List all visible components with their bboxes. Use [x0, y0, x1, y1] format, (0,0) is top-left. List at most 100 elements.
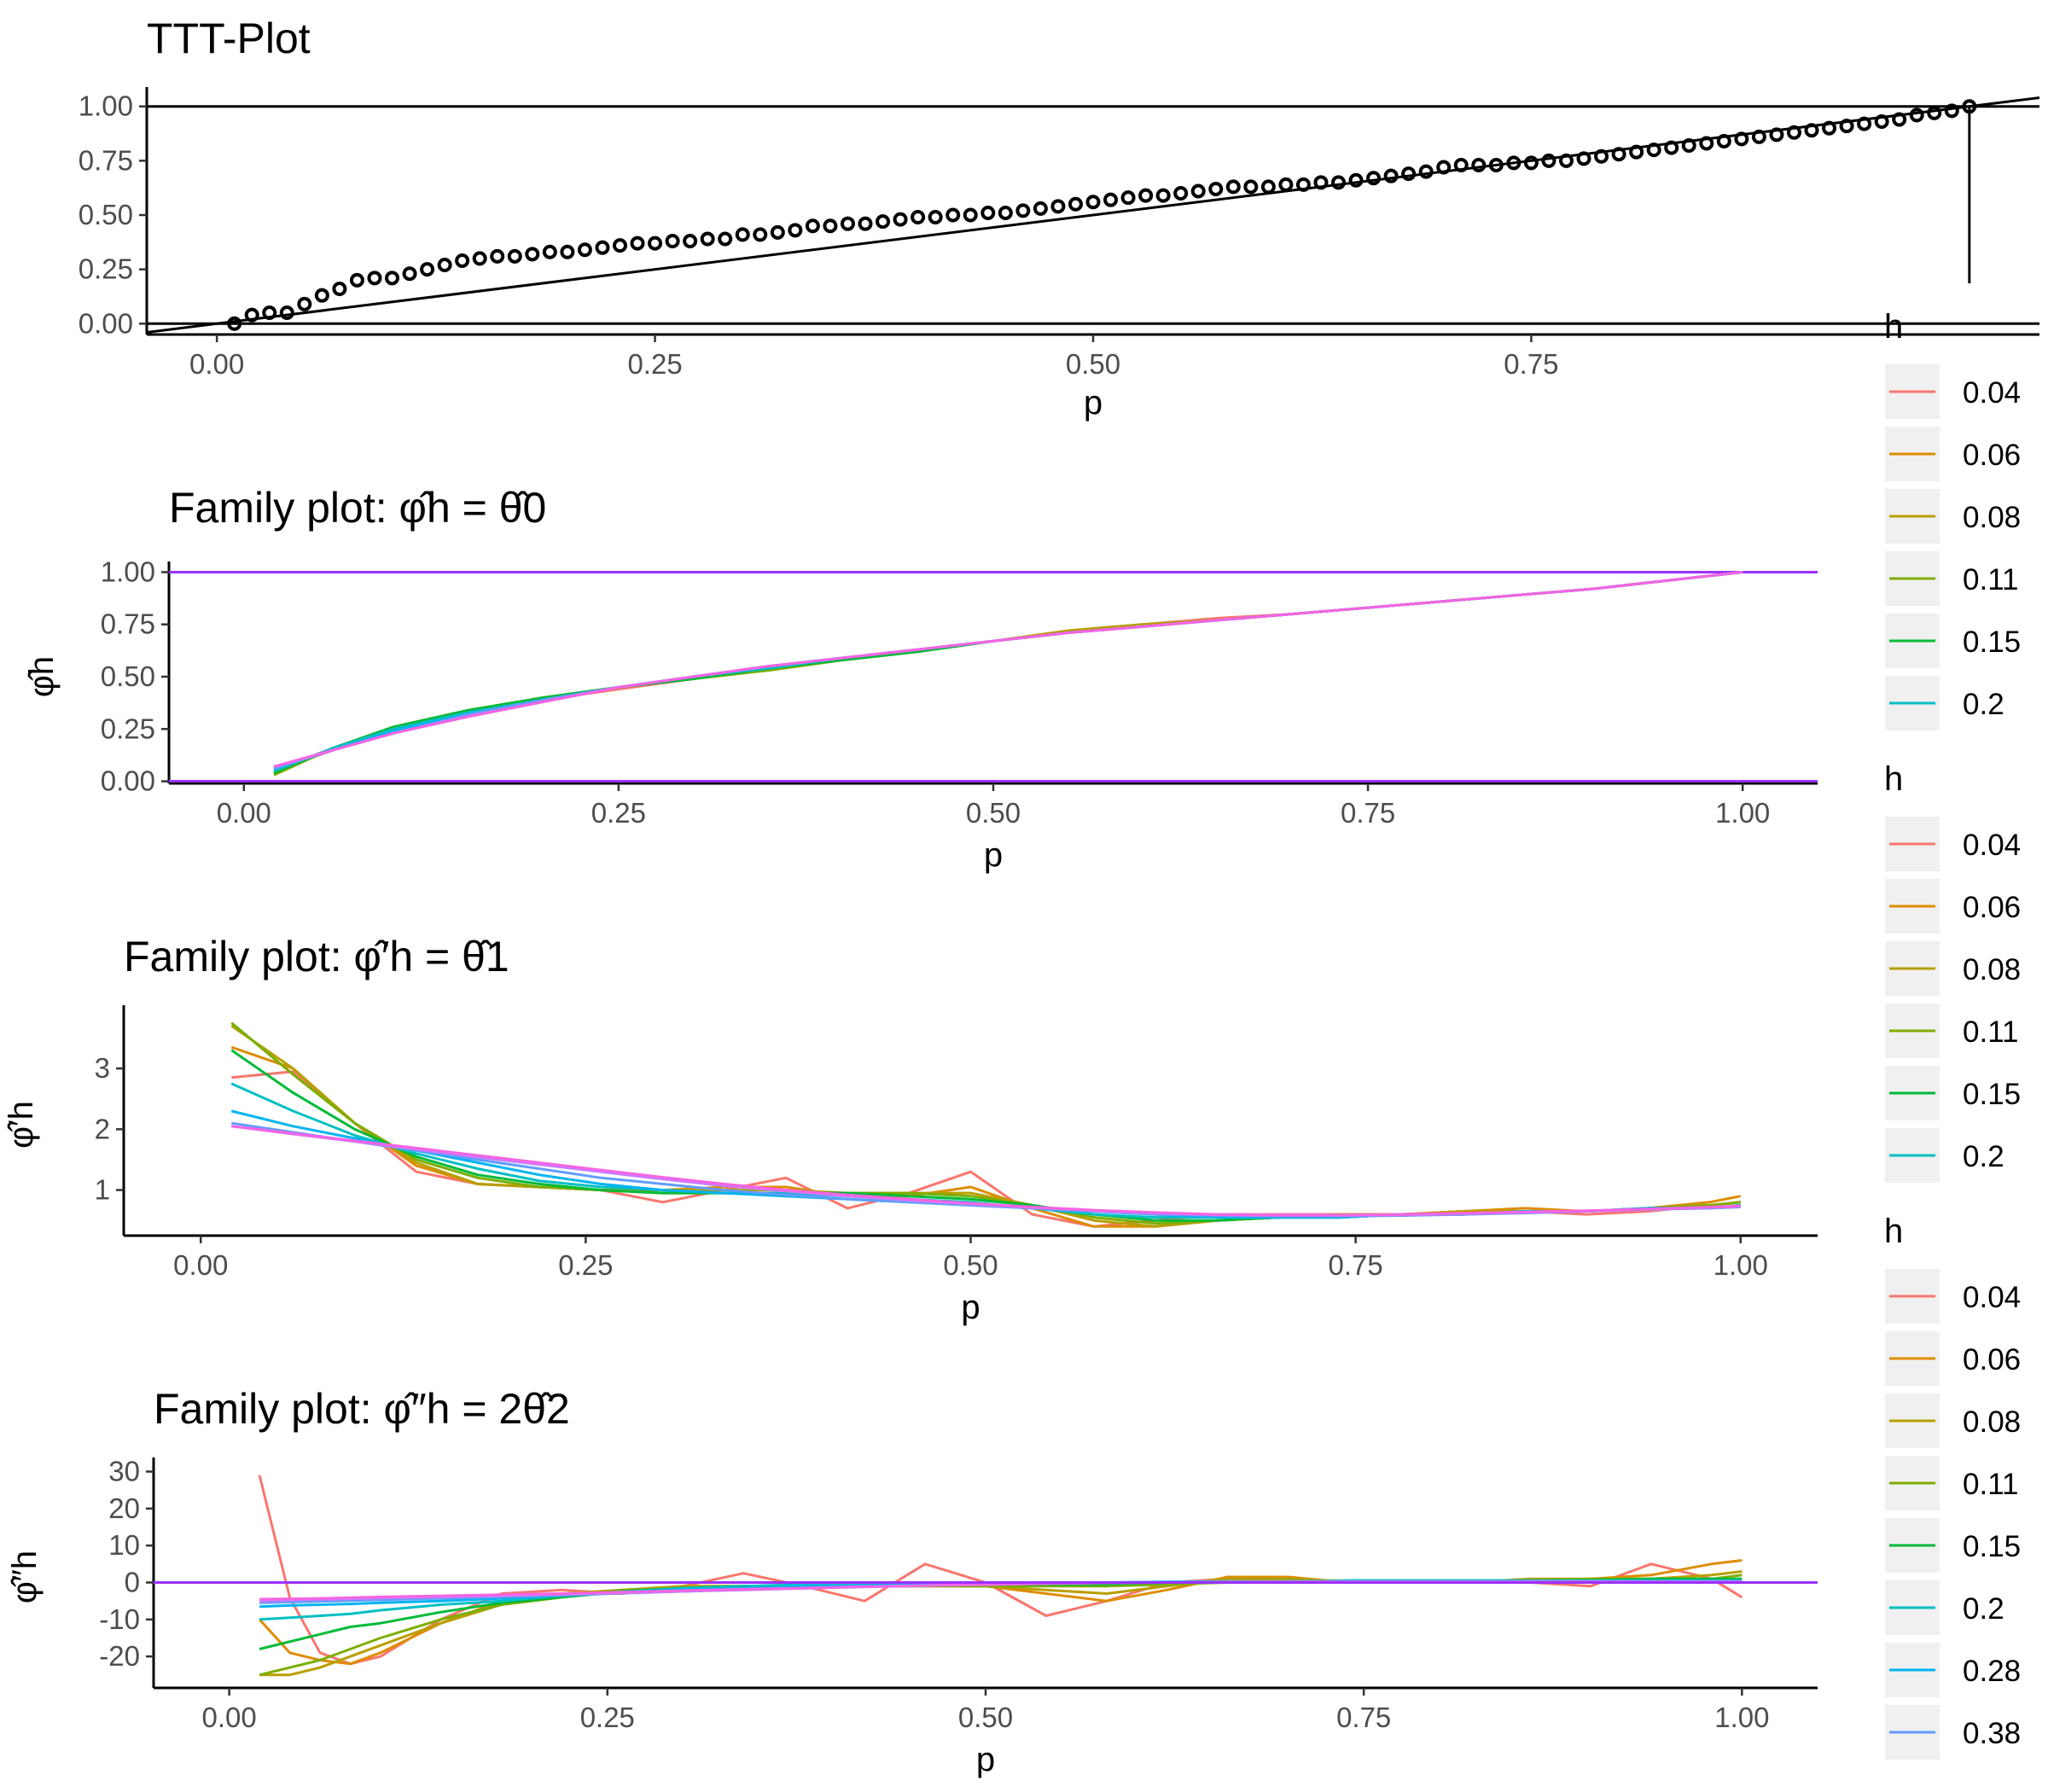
ttt-point — [735, 227, 750, 242]
ttt-point — [823, 218, 838, 234]
ttt-point — [1892, 112, 1907, 127]
x-tick-label: 0.75 — [1336, 1702, 1391, 1733]
ttt-point — [893, 212, 908, 227]
ttt-point — [1348, 172, 1364, 188]
panel-title: Family plot: φ̂′h = θ̂1 — [124, 933, 509, 980]
ttt-point — [1646, 143, 1661, 158]
ttt-point — [980, 205, 996, 220]
ttt-point — [455, 253, 470, 268]
ttt-point — [1611, 147, 1626, 162]
series-line-h-0.53 — [273, 571, 1743, 768]
legend-label: 0.08 — [1963, 953, 2021, 986]
legend-label: 0.11 — [1963, 1015, 2019, 1049]
y-tick-label: 0.00 — [79, 307, 133, 339]
ttt-point — [385, 271, 400, 286]
x-axis-title: p — [976, 1741, 995, 1778]
ttt-point — [1471, 157, 1487, 172]
ttt-point — [1594, 148, 1609, 164]
x-tick-label: 0.75 — [1504, 348, 1558, 380]
x-axis-title: p — [961, 1289, 980, 1326]
ttt-point — [1541, 153, 1556, 168]
ttt-point — [577, 242, 592, 258]
legend-label: 0.11 — [1963, 563, 2019, 596]
y-tick-label: 0.00 — [101, 765, 155, 797]
ttt-point — [911, 210, 926, 225]
legend-label: 0.06 — [1963, 439, 2021, 472]
x-tick-label: 0.50 — [943, 1249, 998, 1281]
series-line-h-0.11 — [273, 571, 1743, 777]
legend-label: 0.2 — [1963, 688, 2004, 721]
x-tick-label: 0.50 — [958, 1702, 1013, 1733]
ttt-point — [1962, 99, 1977, 114]
legend-label: 0.04 — [1963, 376, 2021, 410]
series-line-h-0.06 — [258, 1559, 1743, 1666]
ttt-point — [858, 216, 873, 231]
ttt-point — [1331, 175, 1347, 190]
y-axis-title: φ̂″h — [6, 1551, 44, 1603]
ttt-point — [595, 240, 610, 255]
ttt-point — [1068, 196, 1083, 212]
ttt-point — [963, 207, 978, 223]
ttt-point — [1173, 186, 1189, 201]
x-tick-label: 1.00 — [1714, 1702, 1769, 1733]
legend-label: 0.06 — [1963, 1343, 2021, 1376]
ttt-point — [262, 305, 277, 321]
legend-title: h — [1884, 1213, 1903, 1250]
x-tick-label: 0.25 — [558, 1249, 613, 1281]
ttt-point — [227, 316, 242, 331]
ttt-point — [613, 238, 627, 253]
family-plot-theta2-panel: Family plot: φ̂″h = 2θ̂2 φ̂″h 0.00 0.25 0.50… — [6, 1213, 2021, 1778]
ttt-point — [1927, 105, 1942, 120]
y-tick-label: 0.75 — [79, 144, 133, 176]
x-tick-label: 0.25 — [627, 348, 682, 380]
legend-label: 0.08 — [1963, 1405, 2021, 1439]
x-tick-label: 0.00 — [189, 348, 244, 380]
ttt-plot-panel: TTT-Plot 0.00 0.25 0.50 0.75 0.00 0.25 0.50 0.75… — [79, 15, 2039, 422]
ttt-point — [1260, 179, 1276, 195]
y-tick-label: 20 — [108, 1492, 140, 1524]
ttt-point — [1857, 116, 1872, 131]
ttt-point — [683, 234, 698, 249]
ttt-point — [1664, 140, 1679, 155]
ttt-point — [1523, 155, 1539, 171]
ttt-point — [1278, 177, 1294, 192]
legend-label: 0.11 — [1963, 1468, 2019, 1501]
ttt-point — [1383, 168, 1399, 183]
y-tick-label: 0.25 — [101, 713, 155, 744]
x-tick-label: 1.00 — [1713, 1249, 1768, 1281]
y-tick-label: 0.25 — [79, 253, 133, 285]
y-axis-title: φ̂h — [23, 656, 61, 697]
ttt-point — [840, 216, 855, 231]
ttt-point — [630, 236, 645, 251]
ttt-point — [1033, 201, 1048, 216]
ttt-point — [297, 296, 312, 311]
x-tick-label: 0.50 — [1066, 348, 1120, 380]
y-tick-label: 1.00 — [101, 556, 155, 587]
ttt-point — [1576, 151, 1591, 166]
ttt-point — [1874, 114, 1889, 130]
ttt-point — [1138, 188, 1154, 203]
ttt-point — [1734, 131, 1749, 147]
x-tick-label: 0.75 — [1341, 797, 1395, 829]
ttt-point — [1506, 155, 1521, 171]
ttt-point — [928, 210, 943, 225]
ttt-point — [1629, 144, 1644, 160]
family-plot-theta0-panel: Family plot: φ̂h = θ̂0 φ̂h 0.00 0.25 0.50 0.7… — [23, 308, 2021, 874]
x-tick-label: 0.25 — [580, 1702, 635, 1733]
y-tick-label: 2 — [95, 1113, 110, 1144]
ttt-point — [367, 271, 382, 286]
legend-label: 0.15 — [1963, 625, 2021, 659]
ttt-point — [1208, 181, 1224, 196]
ttt-point — [525, 247, 540, 262]
series-line-h-0.04 — [258, 1475, 1743, 1666]
legend-label: 0.28 — [1963, 1655, 2021, 1688]
y-tick-label: -20 — [99, 1640, 140, 1672]
y-tick-label: 0.75 — [101, 608, 155, 640]
ttt-point — [1769, 127, 1784, 143]
legend-label: 0.15 — [1963, 1530, 2021, 1563]
x-tick-label: 0.50 — [966, 797, 1021, 829]
series-line-h-0.38 — [273, 571, 1743, 771]
ttt-point — [648, 236, 663, 251]
ttt-point — [490, 248, 505, 264]
